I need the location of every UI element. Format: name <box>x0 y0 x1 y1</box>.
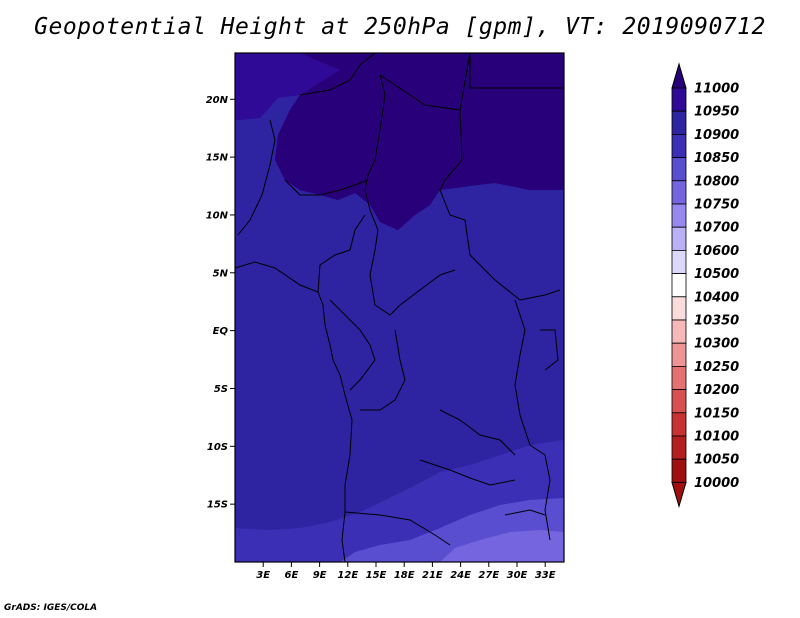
lat-tick-label: 10N <box>206 210 229 221</box>
lon-tick-label: 24E <box>450 570 471 581</box>
lon-tick-label: 27E <box>478 570 499 581</box>
colorbar-label: 10100 <box>694 430 739 445</box>
colorbar-max-arrow <box>671 62 687 89</box>
lat-tick-label: 5S <box>214 384 228 395</box>
colorbar-label: 10000 <box>694 476 739 491</box>
colorbar-label: 10250 <box>694 360 739 375</box>
colorbar-label: 10500 <box>694 267 739 282</box>
colorbar-swatch <box>671 249 687 274</box>
colorbar-label: 10400 <box>694 290 739 305</box>
lon-tick-label: 9E <box>313 570 327 581</box>
lat-axis: 20N 15N 10N 5N EQ 5S 10S 15S <box>206 95 235 511</box>
lon-tick-label: 33E <box>535 570 556 581</box>
colorbar-label: 10050 <box>694 453 739 468</box>
colorbar-swatch <box>671 133 687 158</box>
lon-tick-label: 21E <box>422 570 443 581</box>
colorbar-swatch <box>671 157 687 182</box>
lon-tick-label: 15E <box>366 570 387 581</box>
coastlines-borders <box>235 53 564 562</box>
colorbar-label: 10150 <box>694 406 739 421</box>
colorbar-swatch <box>671 389 687 414</box>
colorbar-min-arrow <box>671 481 687 509</box>
colorbar-swatch <box>671 435 687 460</box>
lat-tick-label: 15N <box>206 153 229 164</box>
colorbar-label: 10350 <box>694 314 739 329</box>
lat-tick-label: 15S <box>207 500 228 511</box>
colorbar-swatch <box>671 273 687 298</box>
colorbar-swatch <box>671 342 687 367</box>
colorbar-label: 10200 <box>694 383 739 398</box>
colorbar-swatch <box>671 458 687 483</box>
colorbar-label: 10900 <box>694 128 739 143</box>
lon-axis: 3E 6E 9E 12E 15E 18E 21E 24E 27E 30E 33E <box>256 562 556 581</box>
lon-tick-label: 3E <box>256 570 270 581</box>
colorbar-label: 10300 <box>694 337 739 352</box>
colorbar-swatch <box>671 319 687 344</box>
lat-tick-label: EQ <box>213 326 229 337</box>
colorbar-label: 11000 <box>694 82 739 97</box>
grads-credit: GrADS: IGES/COLA <box>4 603 98 613</box>
height-field-low3 <box>440 530 564 562</box>
chart-title: Geopotential Height at 250hPa [gpm], VT:… <box>34 14 766 40</box>
colorbar-swatch <box>671 296 687 321</box>
colorbar-swatch <box>671 110 687 135</box>
lat-tick-label: 20N <box>206 95 229 106</box>
colorbar-label: 10850 <box>694 151 739 166</box>
colorbar-swatch <box>671 203 687 228</box>
colorbar-label: 10750 <box>694 198 739 213</box>
lon-tick-label: 18E <box>394 570 415 581</box>
colorbar-swatch <box>671 180 687 205</box>
height-field-top-north <box>275 53 564 230</box>
colorbar-label: 10800 <box>694 174 739 189</box>
map-frame <box>234 52 565 563</box>
colorbar-label: 10600 <box>694 244 739 259</box>
lat-tick-label: 10S <box>207 442 228 453</box>
lon-tick-label: 30E <box>507 570 528 581</box>
colorbar: 11000 10950 10900 10850 10800 10750 10700 10600… <box>671 62 739 509</box>
lon-tick-label: 6E <box>285 570 299 581</box>
colorbar-swatch <box>671 365 687 390</box>
colorbar-label: 10700 <box>694 221 739 236</box>
lat-tick-label: 5N <box>213 268 229 279</box>
colorbar-swatch <box>671 412 687 437</box>
colorbar-swatch <box>671 226 687 251</box>
colorbar-label: 10950 <box>694 105 739 120</box>
lon-tick-label: 12E <box>337 570 358 581</box>
map-area <box>235 53 564 562</box>
colorbar-swatch <box>671 87 687 112</box>
